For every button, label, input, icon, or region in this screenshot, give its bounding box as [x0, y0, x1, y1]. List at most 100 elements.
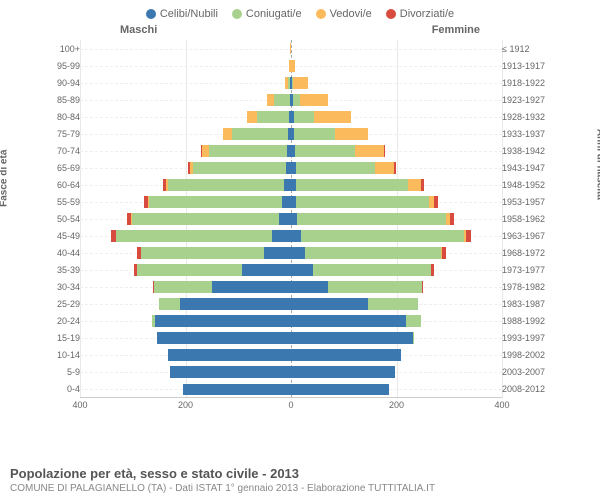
male-bar	[83, 347, 291, 364]
bars	[83, 210, 499, 227]
male-bar	[83, 381, 291, 398]
stack	[291, 128, 368, 140]
female-bar	[291, 364, 499, 381]
bars	[83, 330, 499, 347]
stack	[291, 179, 424, 191]
female-bar	[291, 125, 499, 142]
segment	[149, 196, 282, 208]
stack	[157, 332, 291, 344]
male-bar	[83, 210, 291, 227]
segment	[291, 230, 301, 242]
birth-label: 1913-1917	[499, 61, 554, 71]
segment	[297, 213, 446, 225]
male-bar	[83, 245, 291, 262]
segment	[408, 179, 420, 191]
age-label: 60-64	[46, 180, 83, 190]
age-label: 70-74	[46, 146, 83, 156]
segment	[202, 145, 209, 157]
table-row: 25-291983-1987	[46, 296, 554, 313]
birth-label: 1948-1952	[499, 180, 554, 190]
legend-item: Celibi/Nubili	[146, 8, 218, 20]
table-row: 0-42008-2012	[46, 381, 554, 398]
male-bar	[83, 313, 291, 330]
age-label: 45-49	[46, 231, 83, 241]
segment	[384, 145, 385, 157]
segment	[291, 281, 328, 293]
bars	[83, 193, 499, 210]
stack	[291, 281, 423, 293]
bars	[83, 159, 499, 176]
female-bar	[291, 330, 499, 347]
female-bar	[291, 142, 499, 159]
segment	[212, 281, 291, 293]
bars	[83, 91, 499, 108]
birth-label: 2008-2012	[499, 384, 554, 394]
bars	[83, 364, 499, 381]
birth-label: 1968-1972	[499, 248, 554, 258]
legend-item: Coniugati/e	[232, 8, 302, 20]
bars	[83, 142, 499, 159]
stack	[137, 247, 291, 259]
stack	[152, 315, 291, 327]
female-label: Femmine	[432, 24, 480, 36]
stack	[291, 247, 446, 259]
table-row: 5-92003-2007	[46, 364, 554, 381]
age-label: 5-9	[46, 367, 83, 377]
segment	[267, 94, 274, 106]
segment	[183, 384, 291, 396]
male-bar	[83, 262, 291, 279]
bars	[83, 381, 499, 398]
table-row: 90-941918-1922	[46, 74, 554, 91]
segment	[157, 332, 291, 344]
age-label: 20-24	[46, 316, 83, 326]
female-bar	[291, 313, 499, 330]
bars	[83, 262, 499, 279]
table-row: 40-441968-1972	[46, 245, 554, 262]
segment	[293, 77, 308, 89]
legend-swatch	[386, 9, 396, 19]
birth-label: 1998-2002	[499, 350, 554, 360]
birth-label: ≤ 1912	[499, 44, 554, 54]
segment	[168, 179, 283, 191]
table-row: 50-541958-1962	[46, 210, 554, 227]
bars	[83, 245, 499, 262]
female-bar	[291, 262, 499, 279]
segment	[305, 247, 441, 259]
female-bar	[291, 245, 499, 262]
legend-label: Divorziati/e	[400, 8, 454, 20]
stack	[291, 332, 414, 344]
table-row: 95-991913-1917	[46, 57, 554, 74]
segment	[296, 196, 429, 208]
segment	[296, 179, 408, 191]
table-row: 85-891923-1927	[46, 91, 554, 108]
stack	[201, 145, 291, 157]
birth-label: 1958-1962	[499, 214, 554, 224]
birth-label: 1988-1992	[499, 316, 554, 326]
stack	[291, 145, 385, 157]
bars	[83, 57, 499, 74]
stack	[291, 196, 438, 208]
segment	[257, 111, 289, 123]
female-bar	[291, 57, 499, 74]
legend-item: Divorziati/e	[386, 8, 454, 20]
sex-labels: Maschi Femmine	[0, 24, 600, 36]
stack	[291, 384, 389, 396]
male-bar	[83, 74, 291, 91]
footer: Popolazione per età, sesso e stato civil…	[10, 466, 590, 494]
segment	[375, 162, 394, 174]
stack	[188, 162, 291, 174]
segment	[295, 145, 355, 157]
segment	[180, 298, 291, 310]
male-bar	[83, 142, 291, 159]
chart-title: Popolazione per età, sesso e stato civil…	[10, 466, 590, 481]
segment	[431, 264, 434, 276]
legend-swatch	[146, 9, 156, 19]
age-label: 25-29	[46, 299, 83, 309]
male-bar	[83, 193, 291, 210]
stack	[291, 349, 401, 361]
female-bar	[291, 176, 499, 193]
bars	[83, 40, 499, 57]
table-row: 80-841928-1932	[46, 108, 554, 125]
stack	[291, 111, 351, 123]
stack	[291, 315, 421, 327]
